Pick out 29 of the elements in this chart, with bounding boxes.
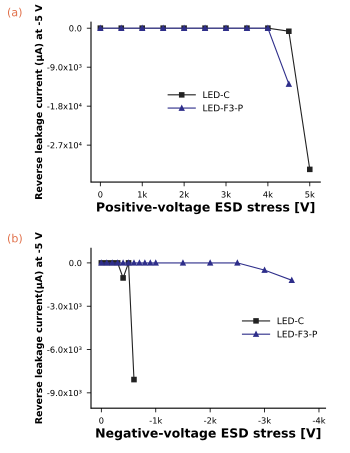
legend-label: LED-C <box>203 91 230 98</box>
y-tick-label: -9.0x10³ <box>47 64 82 70</box>
y-tick-label: -9.0x10³ <box>47 390 82 396</box>
y-tick-label: 0.0 <box>69 260 82 266</box>
x-tick-label: -2k <box>204 417 217 424</box>
y-tick-label: -2.7x10⁴ <box>47 142 82 148</box>
x-tick-label: 1k <box>138 191 148 198</box>
legend-label: LED-C <box>278 317 304 324</box>
x-tick-label: -1k <box>150 417 162 424</box>
y-tick-label: 0.0 <box>69 25 82 32</box>
x-tick-label: 2k <box>180 191 190 198</box>
y-tick-label: -6.0x10³ <box>47 346 82 353</box>
x-tick-label: 3k <box>222 191 232 198</box>
x-tick-label: 5k <box>305 191 315 198</box>
x-tick-label: -4k <box>312 417 326 424</box>
x-axis-title: Positive-voltage ESD stress [V] <box>97 202 314 214</box>
legend-label: LED-F3-P <box>278 330 318 338</box>
x-tick-label: -3k <box>258 417 272 424</box>
text: (b) <box>8 234 22 244</box>
x-tick-label: 0 <box>99 417 104 424</box>
legend-label: LED-F3-P <box>203 104 243 112</box>
y-axis-title: Reverse leakage current (μA) at -5 V <box>34 4 44 199</box>
x-tick-label: 0 <box>98 191 102 198</box>
y-tick-label: -1.8x10⁴ <box>47 103 82 110</box>
text: (a) <box>8 8 22 18</box>
y-tick-label: -3.0x10³ <box>47 303 82 310</box>
x-tick-label: 4k <box>263 191 273 198</box>
x-axis-title: Negative-voltage ESD stress [V] <box>96 428 320 440</box>
y-axis-title: Reverse leakage current(μA) at -5 V <box>34 232 44 424</box>
